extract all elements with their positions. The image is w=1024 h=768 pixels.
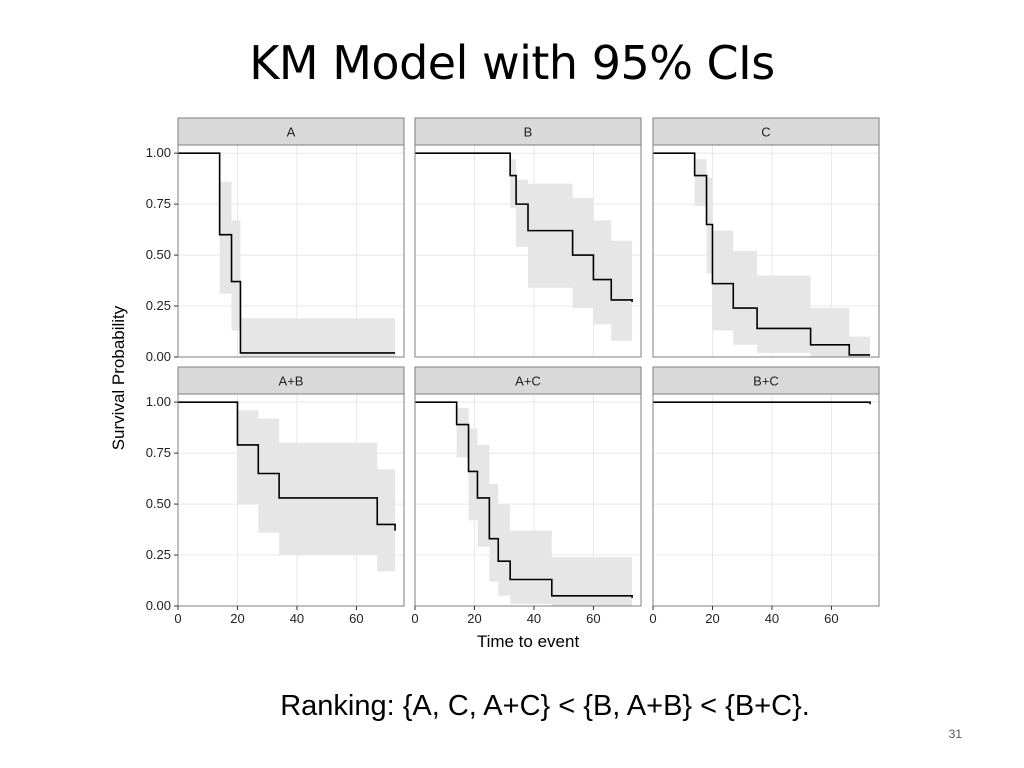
ranking-text: Ranking: {A, C, A+C} < {B, A+B} < {B+C}. xyxy=(280,690,810,722)
ci-band xyxy=(415,153,633,341)
x-tick-label: 60 xyxy=(824,611,838,626)
plot-area xyxy=(653,394,879,606)
panel-border xyxy=(177,393,405,607)
ci-band xyxy=(178,402,396,572)
survival-curve xyxy=(653,152,871,356)
panel-border xyxy=(177,144,405,358)
x-tick-label: 60 xyxy=(586,611,600,626)
panel-c: C xyxy=(652,117,880,358)
y-tick-label: 1.00 xyxy=(146,145,171,160)
panel-b: B xyxy=(414,117,642,358)
facet-strip xyxy=(414,366,642,395)
facet-strip xyxy=(177,366,405,395)
panel-a: A 0.00 0.25 0.50 0.75 1.00 xyxy=(146,117,405,364)
survival-curve xyxy=(653,401,871,405)
facet-label: A+B xyxy=(279,374,304,389)
x-tick-label: 0 xyxy=(174,611,181,626)
y-tick-label: 0.75 xyxy=(146,196,171,211)
panel-border xyxy=(414,393,642,607)
y-tick-label: 0.50 xyxy=(146,247,171,262)
panel-b-plus-c: B+C 0 20 40 60 xyxy=(649,366,880,626)
x-tick-label: 20 xyxy=(230,611,244,626)
x-tick-label: 40 xyxy=(290,611,304,626)
x-tick-label: 20 xyxy=(467,611,481,626)
facet-label: B xyxy=(524,125,533,140)
facet-strip xyxy=(652,366,880,395)
facet-label: A+C xyxy=(515,374,541,389)
y-tick-label: 0.25 xyxy=(146,547,171,562)
x-tick-label: 60 xyxy=(349,611,363,626)
survival-curve xyxy=(415,152,633,302)
y-tick-label: 0.00 xyxy=(146,598,171,613)
page-number: 31 xyxy=(948,727,962,741)
facet-label: A xyxy=(287,125,296,140)
x-tick-label: 40 xyxy=(765,611,779,626)
ci-band xyxy=(178,153,396,357)
survival-curve xyxy=(178,152,396,354)
facet-label: C xyxy=(761,125,770,140)
km-facet-chart: A 0.00 0.25 0.50 0.75 1.00 B C A+B 0.00 0.25 0.50 0.… xyxy=(109,117,880,651)
x-tick-label: 0 xyxy=(411,611,418,626)
panel-a-plus-c: A+C 0 20 40 60 xyxy=(411,366,642,626)
x-axis-title: Time to event xyxy=(477,632,580,651)
panel-a-plus-b: A+B 0.00 0.25 0.50 0.75 1.00 0 20 40 60 xyxy=(146,366,405,626)
facet-strip xyxy=(177,117,405,146)
y-tick-label: 0.75 xyxy=(146,445,171,460)
panel-border xyxy=(652,144,880,358)
facet-label: B+C xyxy=(753,374,779,389)
panel-border xyxy=(414,144,642,358)
slide-title: KM Model with 95% CIs xyxy=(249,36,775,90)
y-tick-label: 1.00 xyxy=(146,394,171,409)
x-tick-label: 0 xyxy=(649,611,656,626)
y-tick-label: 0.00 xyxy=(146,349,171,364)
y-axis-title: Survival Probability xyxy=(109,305,128,450)
facet-strip xyxy=(652,117,880,146)
survival-curve xyxy=(178,401,396,531)
survival-curve xyxy=(415,401,633,598)
y-tick-label: 0.25 xyxy=(146,298,171,313)
facet-strip xyxy=(414,117,642,146)
panel-border xyxy=(652,393,880,607)
y-tick-label: 0.50 xyxy=(146,496,171,511)
x-tick-label: 40 xyxy=(527,611,541,626)
x-tick-label: 20 xyxy=(705,611,719,626)
